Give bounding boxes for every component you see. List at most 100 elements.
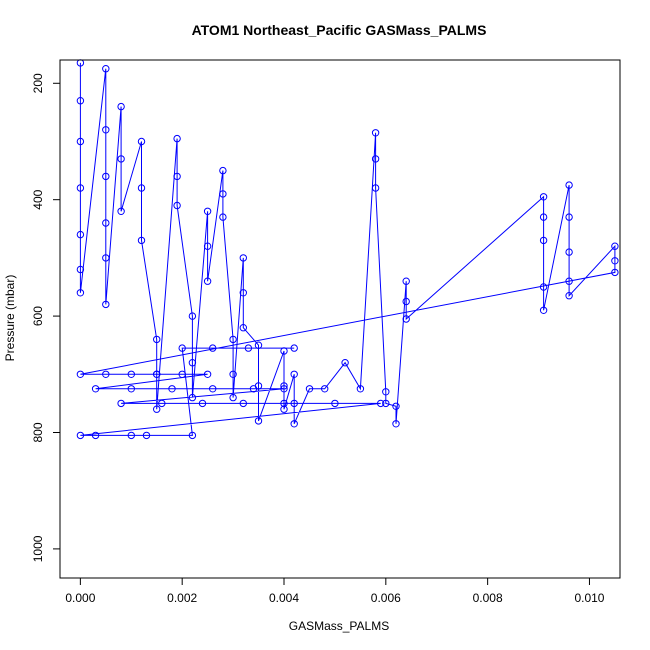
data-point bbox=[254, 417, 263, 425]
x-tick-label: 0.004 bbox=[269, 591, 299, 605]
data-point bbox=[611, 257, 619, 265]
data-point bbox=[382, 399, 390, 408]
y-tick-label: 400 bbox=[31, 189, 45, 209]
data-point bbox=[280, 382, 288, 390]
data-point bbox=[102, 65, 110, 73]
data-point bbox=[102, 219, 110, 227]
data-point bbox=[198, 399, 207, 408]
series-line bbox=[79, 62, 616, 436]
data-point bbox=[188, 312, 197, 320]
data-point bbox=[178, 344, 186, 352]
data-point bbox=[76, 137, 85, 146]
data-point bbox=[209, 385, 217, 393]
data-point bbox=[117, 102, 125, 111]
data-point bbox=[76, 230, 85, 239]
data-point bbox=[377, 399, 385, 408]
data-point bbox=[137, 236, 146, 245]
y-axis-label: Pressure (mbar) bbox=[3, 275, 17, 362]
data-point bbox=[153, 370, 161, 378]
data-point bbox=[137, 137, 146, 146]
data-point bbox=[539, 283, 548, 291]
data-point bbox=[168, 385, 176, 393]
data-point bbox=[203, 277, 212, 285]
data-point bbox=[188, 393, 197, 402]
data-point bbox=[321, 385, 329, 393]
data-point bbox=[539, 193, 548, 201]
data-point bbox=[173, 134, 181, 143]
data-point bbox=[188, 431, 197, 440]
x-tick-label: 0.000 bbox=[65, 591, 95, 605]
data-point bbox=[127, 370, 136, 378]
data-point bbox=[254, 341, 263, 349]
data-point bbox=[239, 254, 248, 262]
x-axis: 0.000 0.002 0.004 0.006 0.008 0.010 bbox=[65, 577, 605, 605]
x-tick-label: 0.002 bbox=[167, 591, 197, 605]
data-point bbox=[229, 370, 237, 378]
data-point bbox=[102, 172, 110, 181]
data-point bbox=[203, 242, 212, 250]
data-point bbox=[76, 370, 85, 378]
data-point bbox=[219, 213, 227, 221]
data-point bbox=[102, 254, 110, 262]
data-point bbox=[158, 399, 166, 408]
data-point bbox=[188, 359, 197, 367]
data-point bbox=[280, 385, 288, 393]
data-point bbox=[331, 399, 339, 408]
data-marks bbox=[76, 59, 619, 440]
data-point bbox=[76, 97, 85, 105]
data-point bbox=[153, 405, 161, 413]
y-tick-label: 600 bbox=[31, 306, 45, 326]
data-point bbox=[117, 399, 125, 408]
chart-title: ATOM1 Northeast_Pacific GASMass_PALMS bbox=[192, 22, 487, 38]
data-point bbox=[565, 277, 573, 285]
data-point bbox=[229, 335, 237, 344]
data-point bbox=[392, 402, 400, 410]
data-point bbox=[305, 385, 314, 393]
data-point bbox=[153, 335, 161, 344]
data-point bbox=[371, 155, 380, 163]
data-point bbox=[102, 370, 110, 378]
data-point bbox=[371, 184, 380, 192]
data-point bbox=[142, 431, 151, 440]
data-point bbox=[539, 306, 548, 314]
data-point bbox=[102, 300, 110, 309]
y-tick-label: 1000 bbox=[31, 535, 45, 562]
data-point bbox=[371, 129, 380, 137]
data-point bbox=[137, 184, 146, 192]
data-point bbox=[402, 277, 410, 285]
data-point bbox=[249, 385, 258, 393]
y-tick-label: 800 bbox=[31, 422, 45, 442]
data-point bbox=[102, 126, 110, 134]
data-point bbox=[229, 393, 237, 402]
data-point bbox=[239, 399, 248, 408]
data-point bbox=[219, 190, 227, 198]
data-point bbox=[173, 172, 181, 181]
data-point bbox=[117, 155, 125, 163]
data-point bbox=[76, 289, 85, 297]
data-point bbox=[91, 431, 100, 440]
data-point bbox=[117, 207, 125, 216]
data-point bbox=[219, 166, 227, 175]
data-point bbox=[565, 213, 573, 221]
data-point bbox=[203, 207, 212, 216]
data-point bbox=[280, 405, 288, 413]
data-point bbox=[539, 213, 548, 221]
y-tick-label: 200 bbox=[31, 73, 45, 93]
y-axis: 200 400 600 800 1000 bbox=[31, 73, 61, 562]
data-point bbox=[565, 248, 573, 256]
data-point bbox=[239, 289, 248, 297]
data-point bbox=[290, 370, 298, 378]
data-point bbox=[203, 370, 212, 378]
data-point bbox=[280, 399, 288, 408]
data-point bbox=[178, 370, 186, 378]
data-point bbox=[341, 359, 349, 367]
data-point bbox=[565, 292, 573, 300]
data-point bbox=[290, 399, 298, 408]
data-point bbox=[402, 315, 410, 323]
data-point bbox=[127, 431, 136, 440]
data-point bbox=[382, 388, 390, 396]
data-point bbox=[209, 344, 217, 352]
data-point bbox=[611, 268, 619, 277]
data-point bbox=[402, 297, 410, 306]
plot-frame bbox=[59, 59, 621, 579]
